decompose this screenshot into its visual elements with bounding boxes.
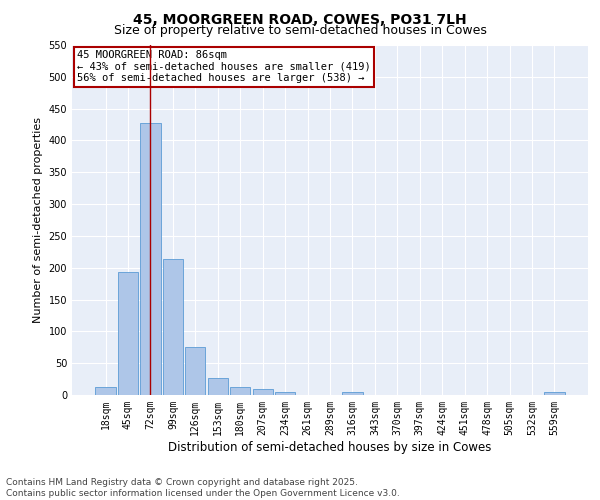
Bar (163, 260, 183, 395)
Bar (118, 272, 138, 395)
Bar (185, 346, 205, 395)
Bar (253, 388, 273, 395)
Text: Contains HM Land Registry data © Crown copyright and database right 2025.
Contai: Contains HM Land Registry data © Crown c… (6, 478, 400, 498)
Text: 45, MOORGREEN ROAD, COWES, PO31 7LH: 45, MOORGREEN ROAD, COWES, PO31 7LH (133, 12, 467, 26)
Bar (544, 392, 565, 395)
Text: Size of property relative to semi-detached houses in Cowes: Size of property relative to semi-detach… (113, 24, 487, 37)
Bar (343, 392, 362, 395)
X-axis label: Distribution of semi-detached houses by size in Cowes: Distribution of semi-detached houses by … (169, 440, 491, 454)
Bar (140, 124, 161, 395)
Bar (208, 378, 228, 395)
Bar (230, 386, 250, 395)
Bar (275, 392, 295, 395)
Text: 45 MOORGREEN ROAD: 86sqm
← 43% of semi-detached houses are smaller (419)
56% of : 45 MOORGREEN ROAD: 86sqm ← 43% of semi-d… (77, 50, 371, 84)
Bar (95, 386, 116, 395)
Y-axis label: Number of semi-detached properties: Number of semi-detached properties (33, 117, 43, 323)
